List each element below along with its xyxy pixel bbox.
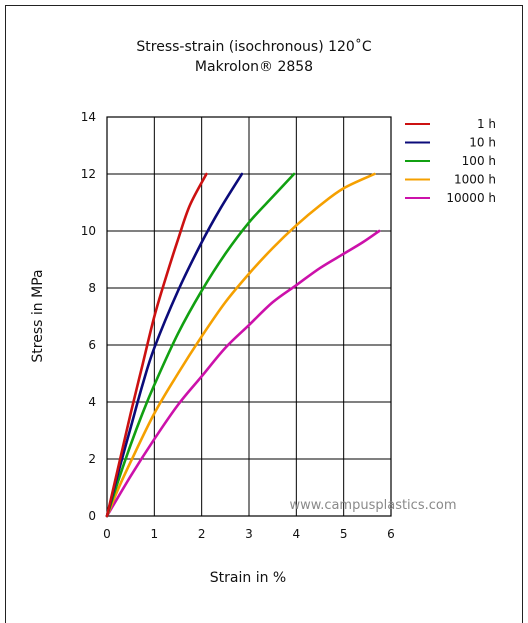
legend-label: 1000 h	[454, 173, 496, 187]
x-tick-label: 0	[103, 527, 111, 541]
x-tick-label: 1	[151, 527, 159, 541]
y-tick-label: 6	[88, 338, 96, 352]
x-tick-label: 6	[387, 527, 395, 541]
y-tick-label: 8	[88, 281, 96, 295]
series-line-10h	[105, 172, 244, 518]
series-line-1h	[105, 172, 208, 518]
y-tick-label: 4	[88, 395, 96, 409]
legend-label: 100 h	[462, 154, 496, 168]
legend-label: 1 h	[477, 117, 496, 131]
plot-grid	[106, 116, 392, 517]
y-tick-label: 0	[88, 509, 96, 523]
y-tick-label: 2	[88, 452, 96, 466]
legend: 1 h 10 h 100 h 1000 h 10000 h	[405, 117, 496, 205]
y-tick-label: 10	[81, 224, 96, 238]
legend-label: 10000 h	[446, 191, 496, 205]
series-layer	[105, 172, 381, 518]
chart-frame	[5, 5, 523, 623]
y-tick-label: 12	[81, 167, 96, 181]
watermark-text: www.campusplastics.com	[289, 498, 456, 513]
chart-subtitle: Makrolon® 2858	[195, 59, 313, 75]
y-axis-label: Stress in MPa	[30, 269, 46, 362]
y-tick-label: 14	[81, 110, 96, 124]
chart-title: Stress-strain (isochronous) 120˚C	[136, 38, 371, 55]
series-line-10000h	[105, 229, 381, 518]
x-tick-label: 2	[198, 527, 206, 541]
x-tick-label: 3	[245, 527, 253, 541]
series-line-100h	[105, 172, 296, 518]
legend-label: 10 h	[469, 136, 496, 150]
x-axis-label: Strain in %	[210, 570, 286, 586]
x-tick-label: 4	[293, 527, 301, 541]
x-tick-label: 5	[340, 527, 348, 541]
series-line-1000h	[105, 172, 376, 518]
